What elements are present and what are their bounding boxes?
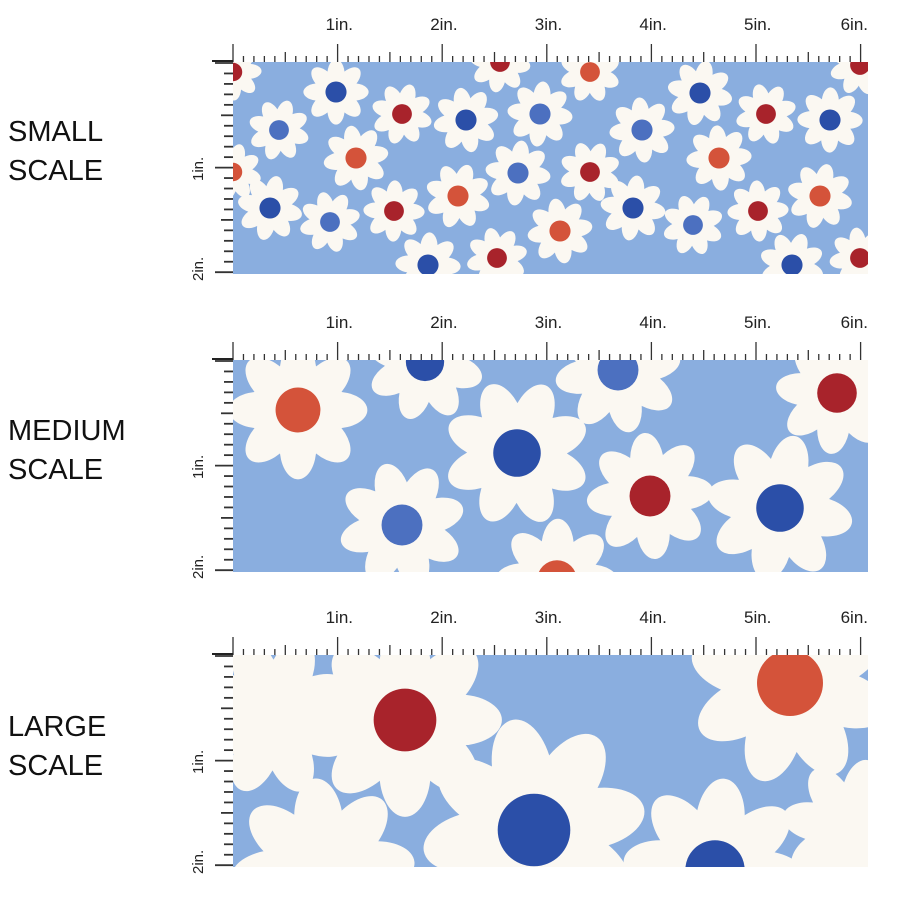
ruler-inch-label: 4in. bbox=[639, 313, 667, 332]
scale-label-line: SCALE bbox=[8, 750, 104, 782]
swatch-fill bbox=[233, 360, 868, 572]
ruler-inch-label: 1in. bbox=[325, 313, 354, 332]
ruler-inch-label: 4in. bbox=[639, 15, 667, 34]
ruler-inch-label: 2in. bbox=[430, 608, 458, 627]
swatch-fill bbox=[233, 62, 868, 274]
scale-label-line: MEDIUM bbox=[8, 415, 126, 447]
horizontal-ruler bbox=[212, 44, 862, 62]
ruler-inch-label: 6in. bbox=[840, 313, 869, 332]
scale-label-line: SCALE bbox=[8, 454, 104, 486]
fabric-swatch bbox=[233, 62, 868, 274]
swatch-fill bbox=[233, 655, 868, 867]
ruler-inch-label: 5in. bbox=[744, 15, 772, 34]
scale-label-line: LARGE bbox=[8, 711, 107, 743]
ruler-inch-label: 2in. bbox=[430, 313, 458, 332]
vertical-ruler bbox=[215, 360, 233, 572]
ruler-inch-label: 6in. bbox=[840, 15, 869, 34]
scale-label-line: SCALE bbox=[8, 155, 104, 187]
ruler-inch-label: 1in. bbox=[190, 454, 207, 479]
scale-label: SMALL SCALE bbox=[8, 113, 103, 191]
ruler-inch-label: 6in. bbox=[840, 608, 869, 627]
horizontal-ruler bbox=[212, 342, 862, 360]
vertical-ruler bbox=[215, 655, 233, 867]
fabric-swatch bbox=[233, 360, 868, 572]
ruler-inch-label: 3in. bbox=[534, 608, 563, 627]
horizontal-ruler bbox=[212, 637, 862, 655]
ruler-inch-label: 2in. bbox=[190, 257, 207, 282]
vertical-ruler bbox=[215, 62, 233, 274]
fabric-swatch bbox=[233, 655, 868, 867]
ruler-inch-label: 1in. bbox=[325, 15, 354, 34]
ruler-inch-label: 1in. bbox=[190, 156, 207, 181]
ruler-inch-label: 5in. bbox=[744, 313, 772, 332]
scale-label-line: SMALL bbox=[8, 116, 104, 148]
ruler-inch-label: 4in. bbox=[639, 608, 667, 627]
ruler-inch-label: 2in. bbox=[430, 15, 458, 34]
ruler-inch-label: 1in. bbox=[325, 608, 354, 627]
ruler-inch-label: 5in. bbox=[744, 608, 772, 627]
ruler-inch-label: 3in. bbox=[534, 15, 563, 34]
scale-label: LARGE SCALE bbox=[8, 708, 106, 786]
ruler-inch-label: 1in. bbox=[190, 749, 207, 774]
ruler-inch-label: 3in. bbox=[534, 313, 563, 332]
scale-label: MEDIUM SCALE bbox=[8, 412, 126, 490]
ruler-inch-label: 2in. bbox=[190, 555, 207, 580]
ruler-inch-label: 2in. bbox=[190, 850, 207, 875]
